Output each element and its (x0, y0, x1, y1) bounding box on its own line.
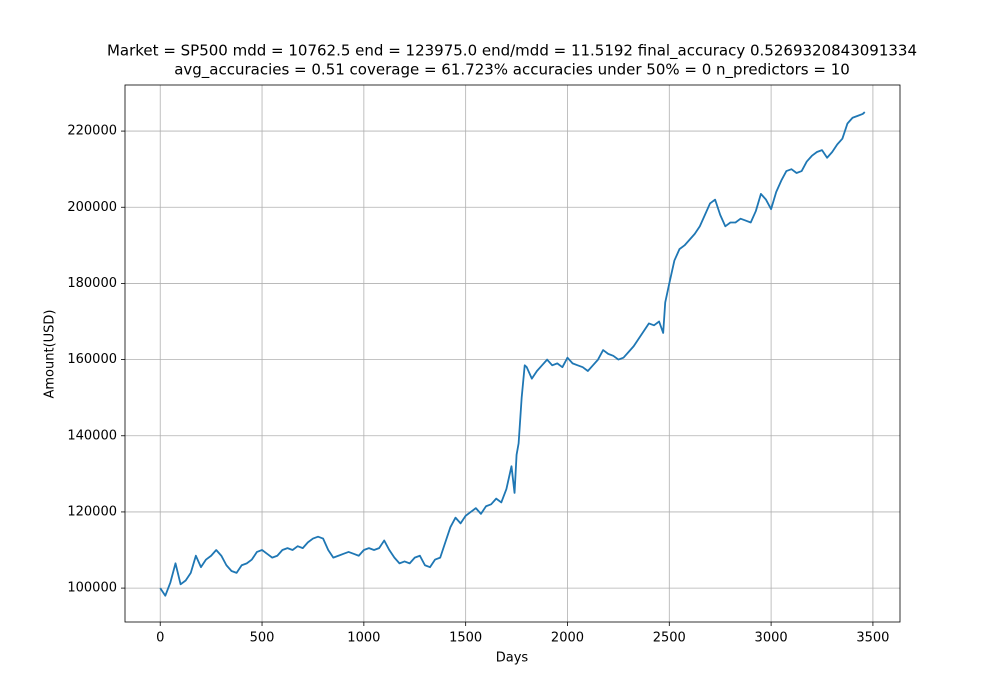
y-tick-label: 140000 (67, 428, 117, 443)
chart-title: Market = SP500 mdd = 10762.5 end = 12397… (107, 42, 917, 61)
chart-subtitle: avg_accuracies = 0.51 coverage = 61.723%… (174, 61, 850, 80)
x-tick-label: 1500 (449, 631, 482, 646)
x-tick-label: 2500 (653, 631, 686, 646)
y-tick-label: 200000 (67, 200, 117, 215)
x-axis-label: Days (496, 651, 529, 666)
y-tick-label: 120000 (67, 504, 117, 519)
x-tick-label: 0 (156, 631, 164, 646)
y-axis-label: Amount(USD) (43, 309, 58, 398)
data-line (159, 111, 866, 597)
x-tick-label: 1000 (347, 631, 380, 646)
x-tick-label: 3000 (755, 631, 788, 646)
x-tick-label: 2000 (551, 631, 584, 646)
y-tick-label: 180000 (67, 276, 117, 291)
x-tick-label: 500 (250, 631, 275, 646)
plot-frame (124, 84, 901, 623)
y-tick-label: 220000 (67, 124, 117, 139)
y-tick-label: 100000 (67, 581, 117, 596)
x-tick-label: 3500 (856, 631, 889, 646)
y-tick-label: 160000 (67, 352, 117, 367)
